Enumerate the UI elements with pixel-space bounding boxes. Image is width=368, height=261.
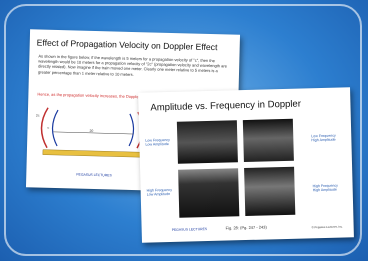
- screenshot: Effect of Propagation Velocity on Dopple…: [0, 0, 368, 261]
- copyright: © Pegasus Lectures, Inc.: [312, 224, 343, 229]
- figure-label: 20: [89, 129, 93, 133]
- figure-label: c: [47, 126, 49, 130]
- slide-title: Amplitude vs. Frequency in Doppler: [150, 99, 301, 114]
- logo: PEGASUS LECTURES: [172, 227, 208, 232]
- slide-title: Effect of Propagation Velocity on Dopple…: [37, 37, 218, 52]
- panel-label: Low Frequency High Amplitude: [311, 133, 341, 142]
- figure-label: 2c: [36, 113, 40, 117]
- ultrasound-image: [177, 120, 238, 164]
- panel-label: Low Frequency Low Amplitude: [145, 138, 175, 147]
- slide-body: As shown in the figure below, if the wav…: [38, 54, 230, 80]
- panel-label: High Frequency High Amplitude: [313, 183, 343, 192]
- logo: PEGASUS LECTURES: [76, 173, 112, 178]
- slide: Amplitude vs. Frequency in Doppler Low F…: [138, 87, 354, 242]
- caption: Fig. 28: (Pg. 247 - 243): [226, 224, 267, 230]
- ultrasound-image: [244, 167, 295, 216]
- ultrasound-image: [243, 119, 294, 162]
- panel-label: High Frequency Low Amplitude: [147, 188, 177, 197]
- ultrasound-image: [178, 168, 239, 218]
